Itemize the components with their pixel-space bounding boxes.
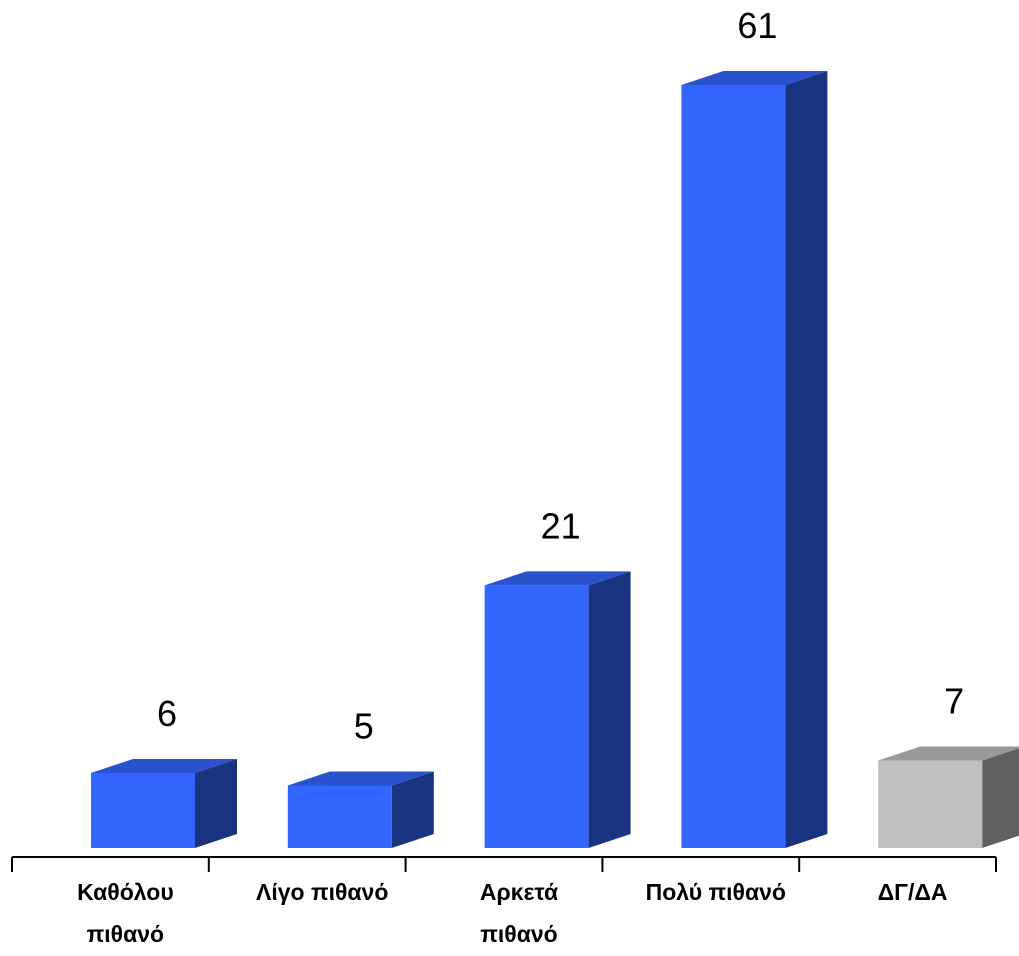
bar-3 [484,571,631,848]
value-labels-group: 6 5 21 61 7 [157,5,964,746]
bar-front [287,785,392,848]
bar-top [878,746,1019,761]
data-label: 7 [944,680,964,721]
bar-top [484,571,631,586]
bar-side [982,748,1019,848]
x-axis [11,856,997,872]
data-label: 61 [737,5,777,46]
data-label: 5 [354,705,374,746]
bar-5 [878,746,1019,848]
bar-top [287,771,434,786]
bar-side [588,571,631,848]
bar-front [681,85,786,848]
x-tick-label: Καθόλου πιθανό [77,879,174,947]
data-label: 21 [541,505,581,546]
x-tick-label: Αρκετά πιθανό [479,879,559,947]
bar-side [195,758,237,848]
bars-group [91,71,1019,848]
bar-front [91,772,195,848]
bar-2 [287,771,434,848]
bar-side [391,771,434,848]
bar-front [484,585,589,848]
x-tick-label: Λίγο πιθανό [256,879,389,905]
bar-side [785,71,828,848]
x-tick-label: Πολύ πιθανό [645,879,786,905]
bar-1 [91,758,237,848]
bar-4 [681,71,828,848]
data-label: 6 [157,693,177,734]
bar-top [681,71,828,85]
bar-top [91,758,237,773]
x-tick-label: ΔΓ/ΔΑ [877,879,948,905]
bar-front [878,760,983,848]
